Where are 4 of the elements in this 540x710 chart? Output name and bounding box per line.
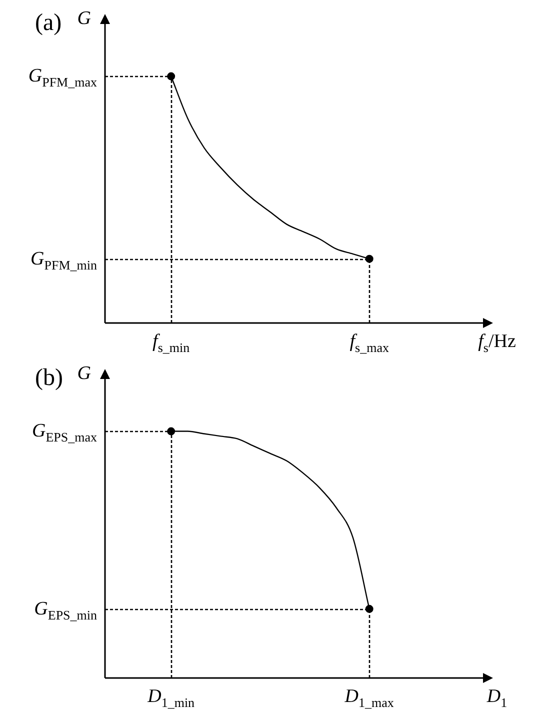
y-axis-title: G <box>77 8 92 29</box>
chart-title: (a) <box>35 10 62 36</box>
chart-title: (b) <box>35 365 63 391</box>
y-axis-title: G <box>77 363 92 384</box>
